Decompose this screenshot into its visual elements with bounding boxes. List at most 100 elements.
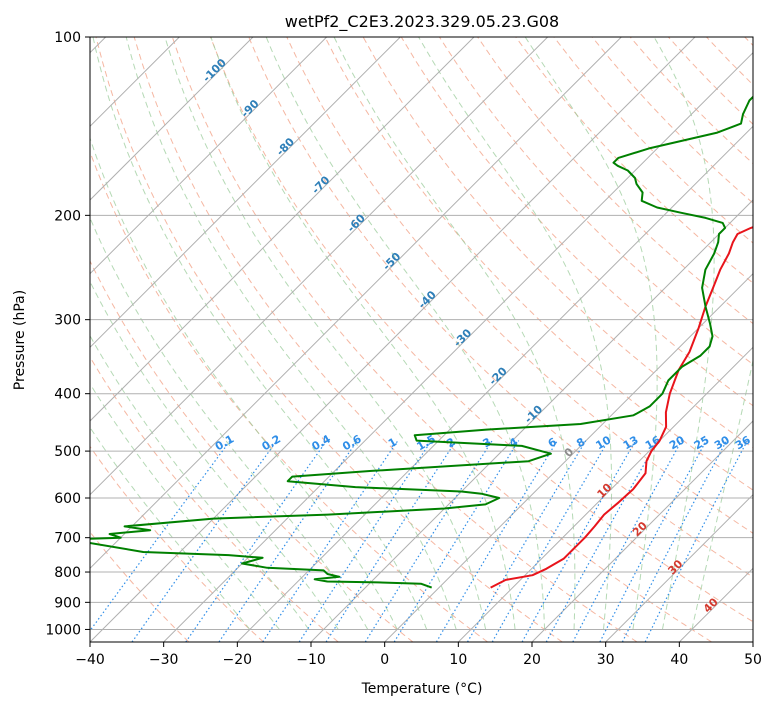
mixing-ratio-label: 0.4 (310, 432, 334, 453)
mixing-ratio-line (262, 440, 399, 642)
y-tick-label: 700 (54, 531, 81, 547)
isotherm-line (90, 37, 254, 201)
mixing-ratio-line (218, 440, 358, 642)
moist-adiabat-line (90, 334, 310, 630)
isotherm-line (163, 51, 753, 642)
x-tick-label: 50 (744, 652, 762, 668)
mixing-ratio-line (521, 440, 637, 642)
isotherm-label: 30 (665, 557, 685, 577)
x-tick-label: −20 (223, 652, 253, 668)
mixing-ratio-label: 0.1 (213, 432, 236, 453)
moist-adiabat-line (90, 136, 398, 630)
mixing-ratio-label: 6 (546, 435, 559, 450)
y-tick-label: 300 (54, 313, 81, 329)
isotherm-line (531, 420, 753, 642)
mixing-ratio-label: 0.6 (340, 432, 364, 453)
mixing-ratio-line (466, 440, 587, 642)
moist-adiabat-line (265, 37, 546, 630)
y-tick-label: 1000 (45, 622, 81, 638)
dewpoint-profile-line (90, 95, 753, 589)
dry-adiabat-line (706, 37, 753, 86)
mixing-ratio-label: 4 (507, 435, 520, 450)
isotherm-line (752, 641, 753, 642)
isotherm-line (605, 493, 753, 642)
moist-adiabat-line (210, 37, 516, 630)
x-tick-label: −10 (296, 652, 326, 668)
y-tick-label: 400 (54, 387, 81, 403)
mixing-ratio-label: 3 (480, 435, 493, 450)
mixing-ratio-label: 8 (574, 435, 587, 450)
isotherm-line (90, 37, 622, 570)
temperature-profile-line (490, 226, 753, 589)
dry-adiabat-line (90, 259, 414, 642)
x-axis-title: Temperature (°C) (361, 681, 483, 697)
y-tick-label: 200 (54, 208, 81, 224)
dry-adiabat-line (95, 37, 563, 642)
dry-adiabat-line (210, 37, 753, 623)
isotherm-label: -100 (200, 56, 229, 85)
dry-adiabat-line (90, 356, 339, 642)
dry-adiabat-line (171, 37, 712, 642)
mixing-ratio-label: 0.2 (260, 432, 283, 453)
isotherm-label: -10 (522, 403, 545, 426)
y-tick-label: 800 (54, 565, 81, 581)
x-tick-label: 0 (380, 652, 389, 668)
y-tick-label: 900 (54, 595, 81, 611)
dry-adiabat-line (668, 37, 753, 125)
isotherm-label: -20 (487, 364, 510, 387)
dry-adiabat-line (248, 37, 753, 578)
dry-adiabat-line (515, 37, 753, 284)
dry-adiabat-line (133, 37, 638, 642)
profiles (90, 95, 753, 589)
moist-adiabat-line (90, 426, 251, 630)
chart-title: wetPf2_C2E3.2023.329.05.23.G08 (285, 12, 559, 32)
isotherm-line (90, 37, 401, 349)
mixing-ratio-labels: 0.1 0.2 0.4 0.6 1 1.5 2 3 4 6 8 10 13 16 20 25 30 36 (213, 432, 753, 453)
dry-adiabat-line (90, 445, 264, 642)
mixing-ratio-line (393, 440, 520, 642)
x-tick-label: −40 (75, 652, 105, 668)
mixing-ratio-label: 13 (621, 433, 641, 452)
mixing-ratio-line (435, 440, 558, 642)
isotherm-line (90, 37, 328, 275)
x-tick-label: −30 (149, 652, 179, 668)
isotherm-label: 20 (630, 519, 650, 539)
mixing-ratio-line (599, 440, 707, 642)
plot-frame (89, 36, 754, 643)
moist-adiabat-line (90, 216, 369, 630)
background-lines (90, 37, 753, 642)
mixing-ratio-label: 1 (386, 435, 399, 450)
moist-adiabat-line (164, 37, 487, 630)
isotherm-line (236, 125, 753, 642)
mixing-ratio-line (325, 440, 457, 642)
x-tick-label: 30 (597, 652, 615, 668)
isotherm-label: 40 (701, 595, 721, 615)
mixing-ratio-line (644, 440, 748, 642)
y-axis: 100 200 300 400 500 600 700 800 900 1000 (45, 30, 90, 638)
x-axis: −40 −30 −20 −10 0 10 20 30 40 50 (75, 642, 762, 668)
isotherm-line (457, 346, 753, 642)
moist-adiabat-line (125, 37, 457, 630)
y-tick-label: 600 (54, 491, 81, 507)
mixing-ratio-line (298, 440, 432, 642)
mixing-ratio-line (185, 440, 328, 642)
moist-adiabat-line (653, 37, 715, 630)
isotherm-line (90, 37, 696, 642)
moist-adiabat-line (90, 382, 280, 630)
x-tick-label: 20 (523, 652, 541, 668)
isotherm-label: -70 (309, 173, 332, 196)
y-tick-label: 100 (54, 30, 81, 46)
x-tick-label: 10 (449, 652, 467, 668)
mixing-ratio-line (90, 440, 231, 632)
isotherm-line (384, 272, 753, 642)
mixing-ratio-label: 30 (712, 433, 732, 452)
isotherm-label: -50 (380, 250, 403, 273)
moist-adiabat-line (333, 37, 576, 630)
isotherm-line (90, 37, 475, 422)
dry-adiabat-line (591, 37, 753, 204)
isotherm-label: -80 (274, 135, 297, 158)
y-tick-label: 500 (54, 444, 81, 460)
x-tick-label: 40 (670, 652, 688, 668)
